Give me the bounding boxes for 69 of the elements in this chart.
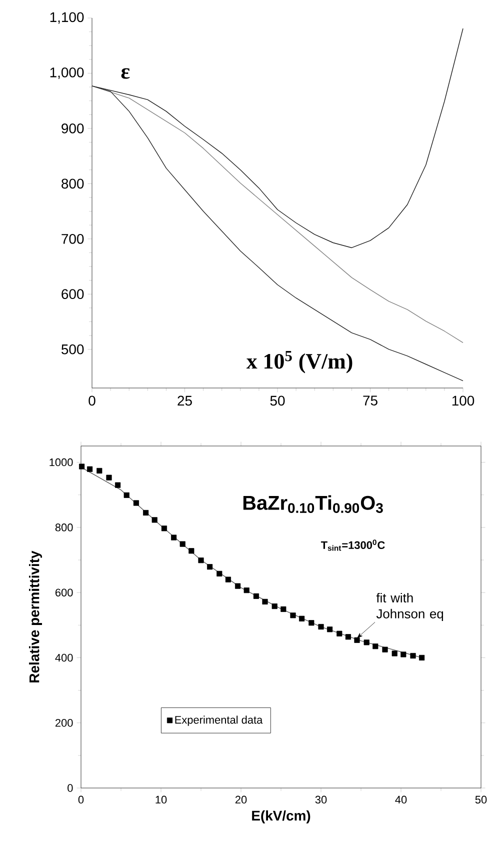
point xyxy=(372,644,378,650)
y-tick-label: 0 xyxy=(68,784,73,792)
point xyxy=(124,492,130,498)
point xyxy=(392,650,398,656)
point xyxy=(188,548,194,554)
point xyxy=(161,526,167,532)
y-tick-label: 1000 xyxy=(50,458,73,466)
x-tick-label: 50 xyxy=(270,396,285,406)
y-tick-label: 600 xyxy=(56,588,73,596)
x-tick-label: 25 xyxy=(178,396,192,406)
point xyxy=(308,620,314,626)
y-tick-label: 400 xyxy=(55,654,73,662)
point xyxy=(244,588,250,594)
y-tick-label: 700 xyxy=(62,234,84,244)
point xyxy=(133,500,139,506)
y-tick-label: 900 xyxy=(62,123,84,134)
point xyxy=(336,630,342,636)
point xyxy=(262,598,268,604)
y-tick-label: 500 xyxy=(62,344,84,354)
point xyxy=(115,482,121,488)
x-tick-label: 0 xyxy=(88,396,96,406)
point xyxy=(318,624,324,630)
y-tick-label: 1,100 xyxy=(50,12,84,24)
point xyxy=(354,637,360,643)
point xyxy=(327,626,333,632)
point xyxy=(225,576,231,582)
x-axis-title: x 10$^{5}$ (V/m) xyxy=(246,350,352,374)
point xyxy=(290,612,296,618)
point xyxy=(152,517,158,523)
point xyxy=(364,640,370,646)
x-tick-label: 20 xyxy=(235,796,247,804)
point xyxy=(410,652,416,659)
x-tick-label: 75 xyxy=(363,396,378,406)
point xyxy=(345,634,351,640)
x-axis-title: E(kV/cm) xyxy=(252,810,310,824)
x-tick-label: 30 xyxy=(315,796,327,804)
point xyxy=(106,474,112,480)
text: BaZr$_{0.10}$Ti$_{0.90}$O$_{3}$ xyxy=(243,495,383,513)
point xyxy=(299,616,305,622)
x-tick-label: 40 xyxy=(395,796,407,804)
point xyxy=(180,541,186,547)
point xyxy=(216,570,222,576)
y-tick-label: 600 xyxy=(62,289,84,300)
point xyxy=(400,652,406,658)
y-axis-title: Relative permittivity xyxy=(29,550,42,682)
y-tick-label: 200 xyxy=(55,718,73,727)
x-tick-label: 10 xyxy=(156,796,167,804)
point xyxy=(419,654,425,661)
x-tick-label: 50 xyxy=(475,796,487,804)
point xyxy=(198,558,204,564)
annotation: fit with Johnson eq xyxy=(376,592,444,621)
point xyxy=(253,593,259,599)
y-tick-label: 800 xyxy=(55,524,73,532)
text: T$_{sint}$=1300$^{0}$C xyxy=(320,540,385,551)
point xyxy=(382,646,388,652)
point xyxy=(171,534,177,540)
point xyxy=(96,468,102,474)
point xyxy=(207,564,213,570)
point xyxy=(143,510,149,516)
x-tick-label: 100 xyxy=(452,396,474,406)
point xyxy=(87,466,93,472)
point xyxy=(79,464,85,470)
legend-label: Experimental data xyxy=(175,716,263,726)
point xyxy=(280,606,286,612)
y-axis-title: ε xyxy=(121,68,130,79)
point xyxy=(235,583,241,589)
y-tick-label: 800 xyxy=(62,178,84,189)
point xyxy=(272,603,278,610)
y-tick-label: 1,000 xyxy=(50,67,84,79)
